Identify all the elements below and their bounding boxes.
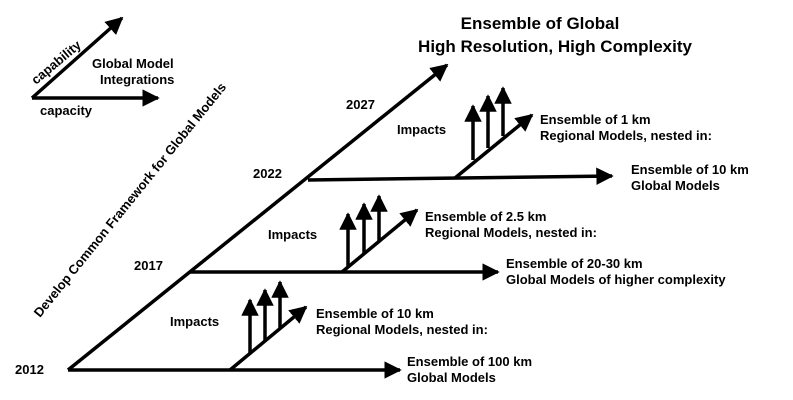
stage-2012: Impacts Ensemble of 10 km Regional Model… (68, 280, 532, 385)
global-label-2012-line2: Global Models (407, 370, 496, 385)
global-models-arrow-2022 (307, 167, 614, 185)
impacts-label-2017: Impacts (268, 227, 317, 242)
global-label-2022-line2: Global Models (631, 178, 720, 193)
stage-2022: Impacts Ensemble of 1 km Regional Models… (307, 86, 749, 193)
regional-label-2012-line1: Ensemble of 10 km (316, 306, 434, 321)
year-2022: 2022 (253, 166, 282, 181)
legend-axes: capability capacity Global Model Integra… (28, 16, 174, 118)
regional-label-2017-line1: Ensemble of 2.5 km (425, 209, 546, 224)
regional-label-2022-line2: Regional Models, nested in: (540, 128, 712, 143)
year-2017: 2017 (134, 258, 163, 273)
global-label-2017-line2: Global Models of higher complexity (506, 272, 726, 287)
capability-axis-arrow (30, 16, 124, 100)
regional-label-2017-line2: Regional Models, nested in: (425, 225, 597, 240)
impacts-label-2012: Impacts (170, 314, 219, 329)
regional-label-2022-line1: Ensemble of 1 km (540, 112, 651, 127)
framework-diagonal-arrow (66, 63, 449, 372)
diagram-title-line2: High Resolution, High Complexity (418, 37, 692, 56)
regional-models-arrow-2022 (453, 113, 534, 180)
integrations-label-line1: Global Model (92, 56, 174, 71)
stage-2017: Impacts Ensemble of 2.5 km Regional Mode… (190, 194, 726, 287)
regional-models-arrow-2012 (228, 305, 308, 372)
global-label-2022-line1: Ensemble of 10 km (631, 162, 749, 177)
integrations-label-line2: Integrations (100, 72, 174, 87)
impacts-label-2022: Impacts (397, 122, 446, 137)
capability-label: capability (28, 37, 84, 88)
year-2012: 2012 (15, 362, 44, 377)
global-label-2017-line1: Ensemble of 20-30 km (506, 256, 643, 271)
regional-label-2012-line2: Regional Models, nested in: (316, 322, 488, 337)
global-label-2012-line1: Ensemble of 100 km (407, 354, 532, 369)
diagram-title-line1: Ensemble of Global (461, 14, 620, 33)
capacity-label: capacity (40, 103, 93, 118)
year-2027: 2027 (346, 97, 375, 112)
